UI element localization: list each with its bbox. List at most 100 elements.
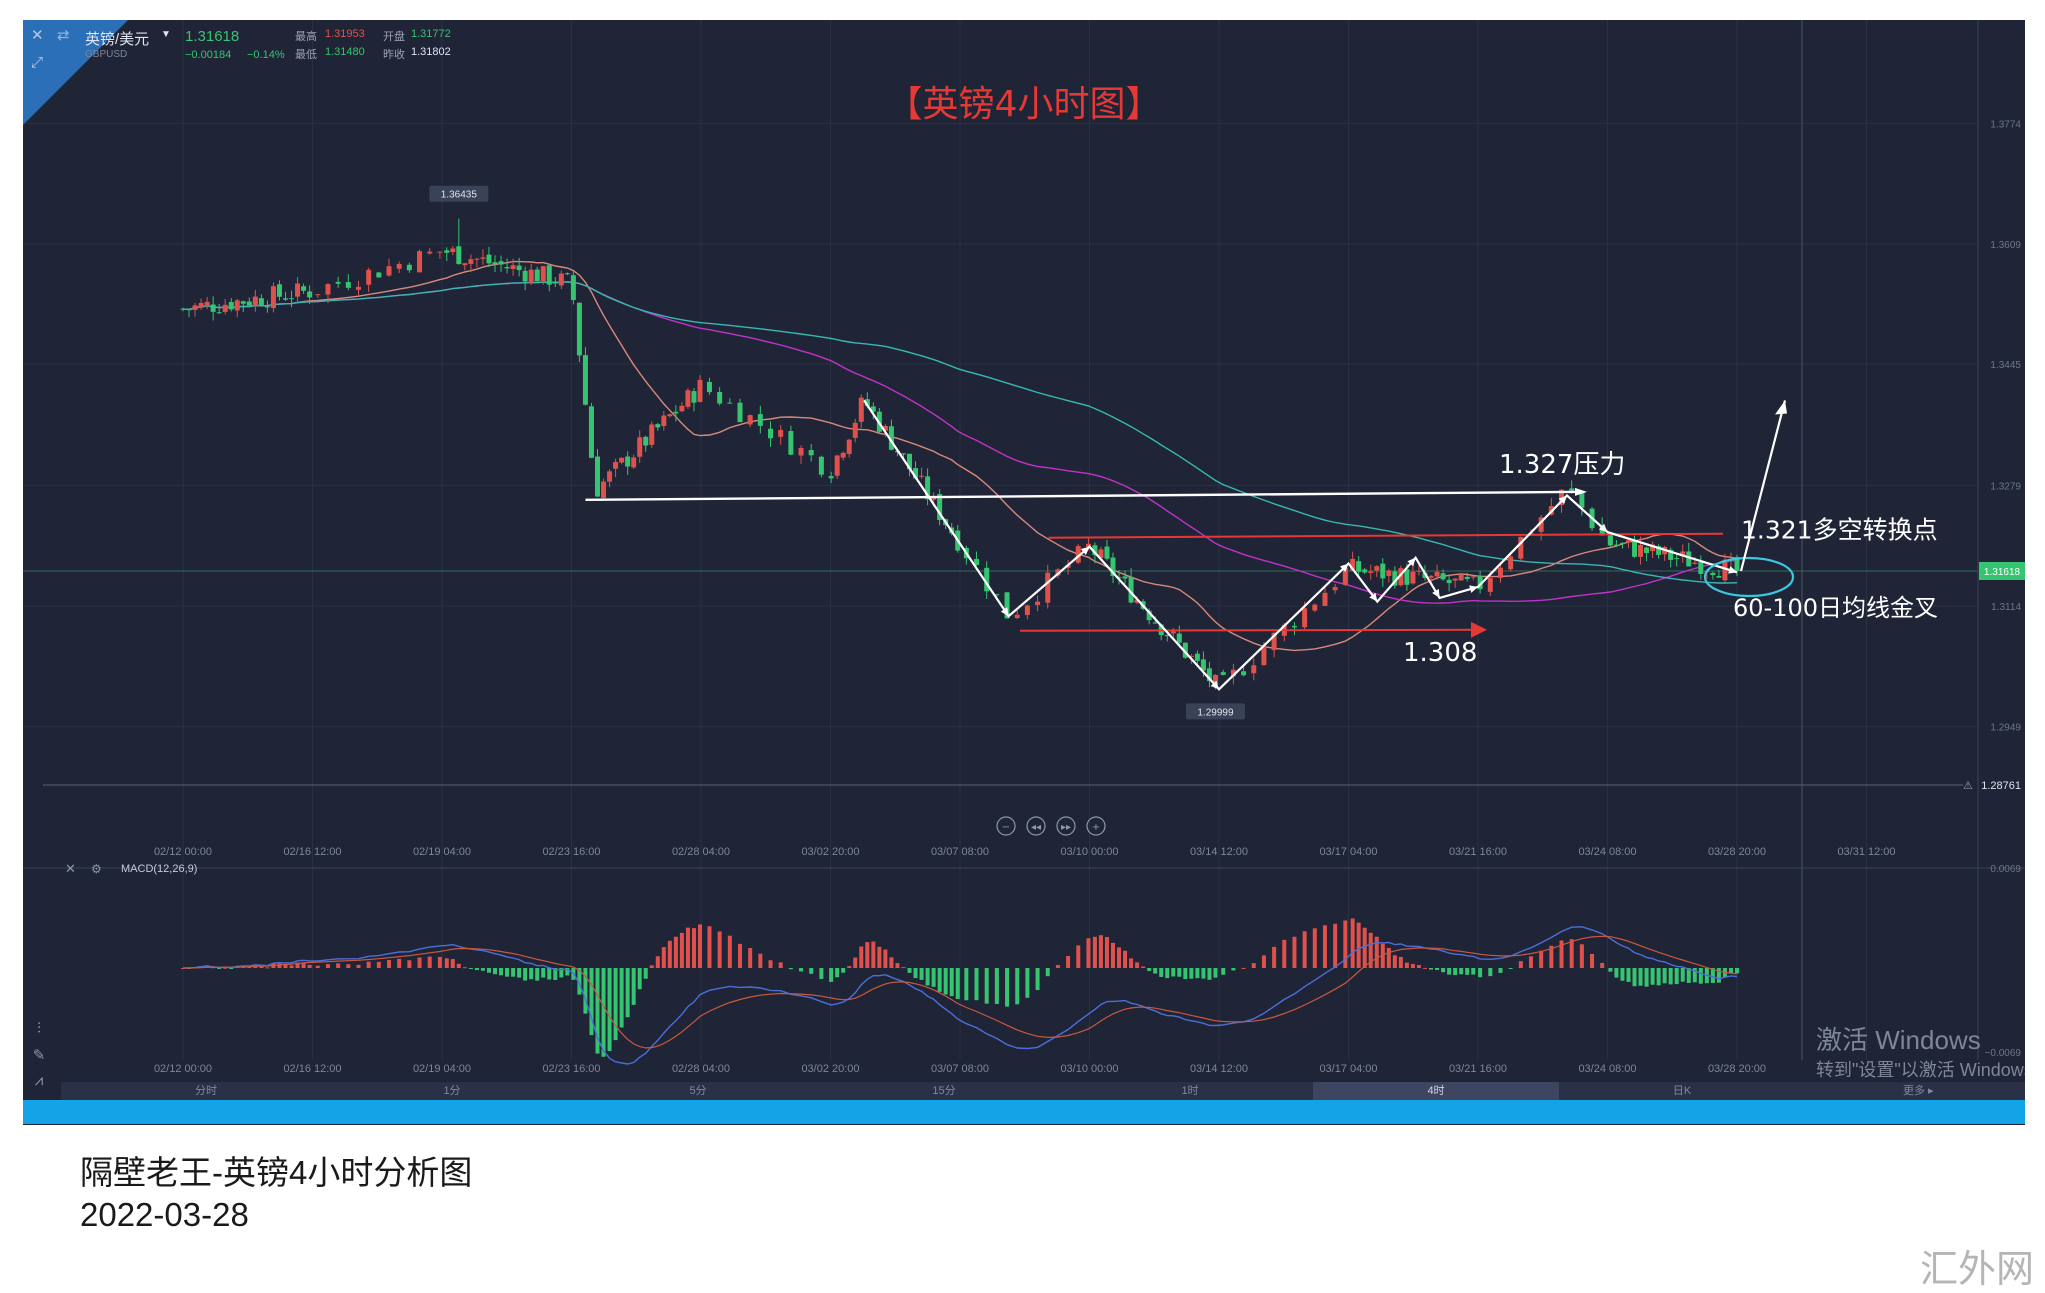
- macd-histogram-bar: [1416, 965, 1421, 968]
- candle-body: [1487, 578, 1493, 592]
- candle-body: [540, 266, 546, 282]
- macd-histogram-bar: [1471, 968, 1476, 975]
- candle-body: [1188, 655, 1194, 657]
- candle-body: [1220, 672, 1226, 675]
- candle-body: [1342, 568, 1348, 585]
- candle-body: [727, 402, 733, 404]
- candle-body: [1458, 574, 1464, 581]
- macd-histogram-bar: [1380, 943, 1385, 968]
- candle-body: [546, 265, 552, 285]
- candle-body: [1128, 576, 1134, 603]
- low-price-tag-bg: [1185, 703, 1245, 720]
- macd-histogram-bar: [1165, 968, 1170, 979]
- scroll-back-icon[interactable]: [1026, 816, 1046, 836]
- resistance-label: 1.327压力: [1499, 450, 1625, 480]
- bottom-strip: [23, 1100, 2025, 1124]
- candle-body: [564, 273, 570, 275]
- candle-body: [492, 262, 498, 265]
- macd-histogram-bar: [1333, 923, 1338, 968]
- candle-body: [480, 257, 486, 259]
- macd-histogram-bar: [1410, 963, 1415, 968]
- candle-body: [864, 399, 870, 407]
- timeframe-tab-1[interactable]: 1分: [443, 1085, 461, 1097]
- trend-icon[interactable]: ⩘: [34, 1072, 44, 1089]
- macd-histogram-bar: [1343, 920, 1348, 968]
- macd-histogram-bar: [1710, 968, 1715, 984]
- zoom-in-icon[interactable]: [1086, 816, 1106, 836]
- macd-histogram-bar: [1322, 925, 1327, 968]
- macd-x-tick-label: 03/17 04:00: [1319, 1063, 1377, 1075]
- macd-histogram-bar: [907, 968, 912, 973]
- macd-histogram-bar: [883, 949, 888, 968]
- macd-histogram-bar: [1453, 968, 1458, 976]
- candle-body: [607, 471, 613, 482]
- scroll-forward-icon[interactable]: [1056, 816, 1076, 836]
- macd-histogram-bar: [1518, 961, 1523, 968]
- candle-body: [582, 355, 588, 405]
- indicator-icon[interactable]: ⫶: [37, 1020, 41, 1037]
- timeframe-tab-2[interactable]: 5分: [689, 1085, 707, 1097]
- candle-body: [1686, 551, 1692, 567]
- timeframe-tab-5[interactable]: 4时: [1313, 1082, 1559, 1100]
- candle-body: [870, 406, 876, 412]
- macd-histogram-bar: [1055, 965, 1060, 968]
- chart-canvas: 02/12 00:00 02/16 12:00 02/19 04:00 02/23 1…: [23, 20, 2025, 1075]
- macd-histogram-bar: [468, 968, 473, 969]
- candle-body: [1291, 625, 1297, 628]
- candle-body: [631, 457, 637, 468]
- candle-body: [937, 494, 943, 521]
- macd-histogram-bar: [397, 958, 402, 968]
- x-tick-label: 03/07 08:00: [931, 846, 989, 858]
- candle-body: [1164, 635, 1170, 637]
- candle-body: [808, 450, 814, 456]
- symbol-dropdown-icon[interactable]: ▼: [161, 29, 171, 40]
- symbol-name[interactable]: 英镑/美元: [85, 31, 150, 48]
- timeframe-tab-6[interactable]: 日K: [1672, 1085, 1692, 1097]
- macd-histogram-bar: [748, 948, 753, 968]
- x-tick-label: 02/19 04:00: [413, 846, 471, 858]
- y-tick-label: 1.3774: [1990, 119, 2021, 130]
- macd-histogram-bar: [778, 962, 783, 968]
- chart-title: 【英镑4小时图】: [887, 84, 1162, 125]
- macd-histogram-bar: [407, 960, 412, 968]
- timeframe-tab-3[interactable]: 15分: [932, 1085, 956, 1097]
- zoom-out-icon[interactable]: [996, 816, 1016, 836]
- x-tick-label: 03/24 08:00: [1578, 846, 1636, 858]
- expand-icon[interactable]: ⤢: [31, 54, 44, 71]
- macd-histogram-bar: [1508, 968, 1513, 969]
- candle-body: [180, 308, 186, 310]
- candle-body: [504, 267, 510, 269]
- candle-body: [828, 476, 834, 479]
- candle-body: [456, 246, 462, 265]
- macd-histogram-bar: [1292, 936, 1297, 968]
- macd-histogram-bar: [607, 968, 612, 1052]
- macd-histogram-bar: [283, 964, 288, 968]
- candle-body: [717, 392, 723, 404]
- macd-histogram-bar: [217, 968, 222, 969]
- candle-body: [216, 312, 222, 314]
- candle-body: [1452, 578, 1458, 581]
- macd-histogram-bar: [336, 963, 341, 968]
- candle-body: [1607, 535, 1613, 546]
- candle-body: [1110, 557, 1116, 576]
- candle-body: [1508, 556, 1514, 570]
- candle-body: [679, 405, 685, 412]
- projection-arrow: [1739, 400, 1787, 572]
- macd-histogram-bar: [889, 957, 894, 968]
- close-icon[interactable]: ✕: [31, 27, 44, 44]
- macd-histogram-bar: [547, 968, 552, 980]
- symbol-code: GBPUSD: [85, 49, 128, 60]
- macd-x-tick-label: 03/28 20:00: [1708, 1063, 1766, 1075]
- timeframe-tab-4[interactable]: 1时: [1181, 1085, 1199, 1097]
- pencil-icon[interactable]: ✎: [32, 1047, 46, 1064]
- macd-settings-icon: ⚙: [91, 862, 102, 876]
- more-timeframes-button[interactable]: 更多 ▸: [1903, 1085, 1934, 1097]
- macd-histogram-bar: [649, 965, 654, 968]
- timeframe-tab-0[interactable]: 分时: [195, 1085, 217, 1097]
- candle-body: [661, 415, 667, 426]
- candle-body: [1092, 545, 1098, 556]
- candle-body: [1170, 631, 1176, 634]
- candle-body: [498, 261, 504, 265]
- price-change: −0.00184: [185, 49, 232, 61]
- candle-body: [282, 298, 288, 300]
